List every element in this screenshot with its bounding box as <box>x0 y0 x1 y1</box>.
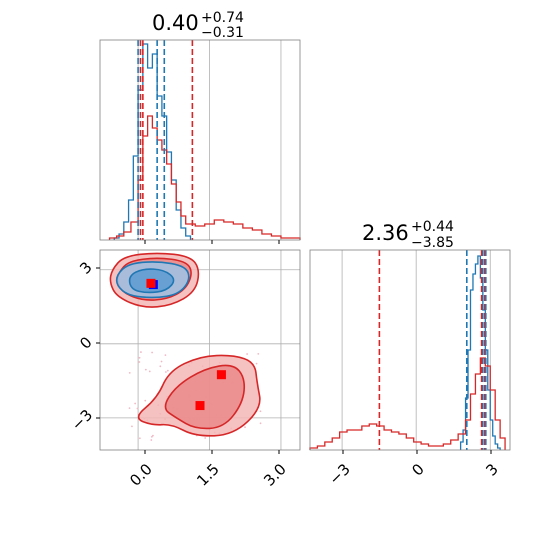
marginal-x-title: 0.40 +0.74 −0.31 <box>152 7 249 41</box>
blue-histogram-step <box>113 43 192 240</box>
joint-ticks <box>96 267 280 454</box>
sample-point <box>144 368 147 371</box>
sample-point <box>164 354 167 357</box>
sample-point <box>140 351 142 353</box>
marginal-y-title: 2.36 +0.44 −3.85 <box>362 216 459 251</box>
sample-point <box>159 365 162 368</box>
marginal-x-frame <box>99 39 301 241</box>
sample-point <box>259 422 262 425</box>
sample-point <box>160 360 163 363</box>
red-marker <box>216 370 226 380</box>
marginal-y-title-median: 2.36 <box>362 221 409 245</box>
red-marker <box>195 401 205 411</box>
marginal-y-quantile-lines <box>378 250 487 450</box>
sample-point <box>138 437 141 440</box>
joint-markers <box>146 278 226 411</box>
joint-panel: 0.0 1.5 3.0 3 0 −3 <box>68 249 301 490</box>
sample-point <box>144 399 147 402</box>
sample-point <box>165 371 167 373</box>
marginal-y-title-plus: +0.44 <box>411 219 454 235</box>
joint-y-tick-label: 0 <box>76 333 95 352</box>
marginal-x-title-median: 0.40 <box>152 11 199 35</box>
sample-point <box>259 410 262 413</box>
marginal-y-background <box>310 250 510 450</box>
sample-point <box>150 439 153 441</box>
marginal-y-frame <box>309 249 511 451</box>
marginal-y-panel: −3 0 3 2.36 +0.44 −3.85 <box>309 216 511 488</box>
marginal-y-tick-labels: −3 0 3 <box>325 460 501 488</box>
sample-point <box>134 402 137 405</box>
joint-y-tick-labels: 3 0 −3 <box>68 258 96 434</box>
marginal-x-quantile-lines <box>137 40 194 240</box>
sample-point <box>246 353 249 355</box>
red-marker <box>146 278 156 288</box>
sample-point <box>257 353 260 355</box>
sample-point <box>151 351 154 354</box>
marginal-x-title-minus: −0.31 <box>201 25 244 41</box>
sample-point <box>128 407 131 410</box>
joint-x-tick-label: 1.5 <box>193 460 223 490</box>
marginal-x-background <box>100 40 300 240</box>
marginal-x-ticks <box>144 240 280 244</box>
marginal-x-title-plus: +0.74 <box>201 10 244 26</box>
joint-y-tick-label: 3 <box>76 258 95 277</box>
joint-x-tick-label: 3.0 <box>260 460 290 490</box>
marginal-y-title-minus: −3.85 <box>411 235 454 251</box>
marginal-y-tick-label: 0 <box>408 460 427 479</box>
sample-point <box>204 437 207 439</box>
red-contour-inner <box>164 364 246 430</box>
marginal-y-tick-label: −3 <box>325 460 353 488</box>
joint-y-tick-label: −3 <box>68 406 96 434</box>
sample-point <box>150 435 153 438</box>
joint-x-tick-label: 0.0 <box>126 460 156 490</box>
sample-point <box>148 370 151 373</box>
sample-point <box>128 371 131 374</box>
sample-point <box>131 425 133 428</box>
marginal-y-tick-label: 3 <box>482 460 501 479</box>
marginal-x-panel: 0.40 +0.74 −0.31 <box>99 7 301 244</box>
sample-point <box>136 407 139 410</box>
joint-contours <box>109 252 261 437</box>
joint-x-tick-labels: 0.0 1.5 3.0 <box>126 460 290 490</box>
sample-point <box>138 361 141 363</box>
sample-point <box>244 426 246 429</box>
sample-point <box>166 369 169 372</box>
sample-point <box>255 362 258 365</box>
marginal-y-ticks <box>342 450 492 454</box>
sample-point <box>138 356 141 359</box>
joint-frame <box>99 249 301 451</box>
